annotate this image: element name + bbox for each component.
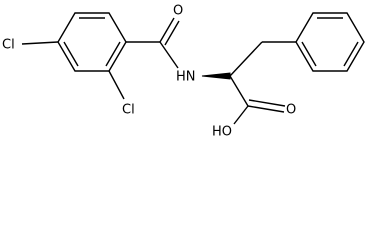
bonds: [21, 12, 365, 125]
wedge-bond: [201, 72, 231, 80]
atom-label: HO: [212, 125, 232, 140]
atom-label: Cl: [122, 103, 135, 118]
double-bond: [248, 99, 286, 107]
bond: [108, 70, 125, 100]
bond: [21, 41, 59, 45]
bond: [247, 105, 285, 113]
ring: [295, 12, 365, 72]
double-bond: [343, 41, 359, 67]
double-bond: [164, 20, 180, 46]
double-bond: [301, 41, 317, 67]
bond: [159, 17, 175, 43]
double-bond: [63, 41, 79, 67]
double-bond: [105, 41, 121, 67]
structure-diagram: Cl Cl O HN HO O: [2, 4, 365, 140]
atom-label: HN: [176, 70, 196, 85]
atom-label: Cl: [2, 38, 15, 53]
bond: [229, 75, 249, 107]
bond: [233, 105, 249, 125]
bond: [229, 41, 263, 77]
atom-label: O: [286, 103, 296, 118]
bond: [159, 41, 179, 69]
ring: [57, 12, 127, 72]
atom-label: O: [173, 4, 183, 19]
